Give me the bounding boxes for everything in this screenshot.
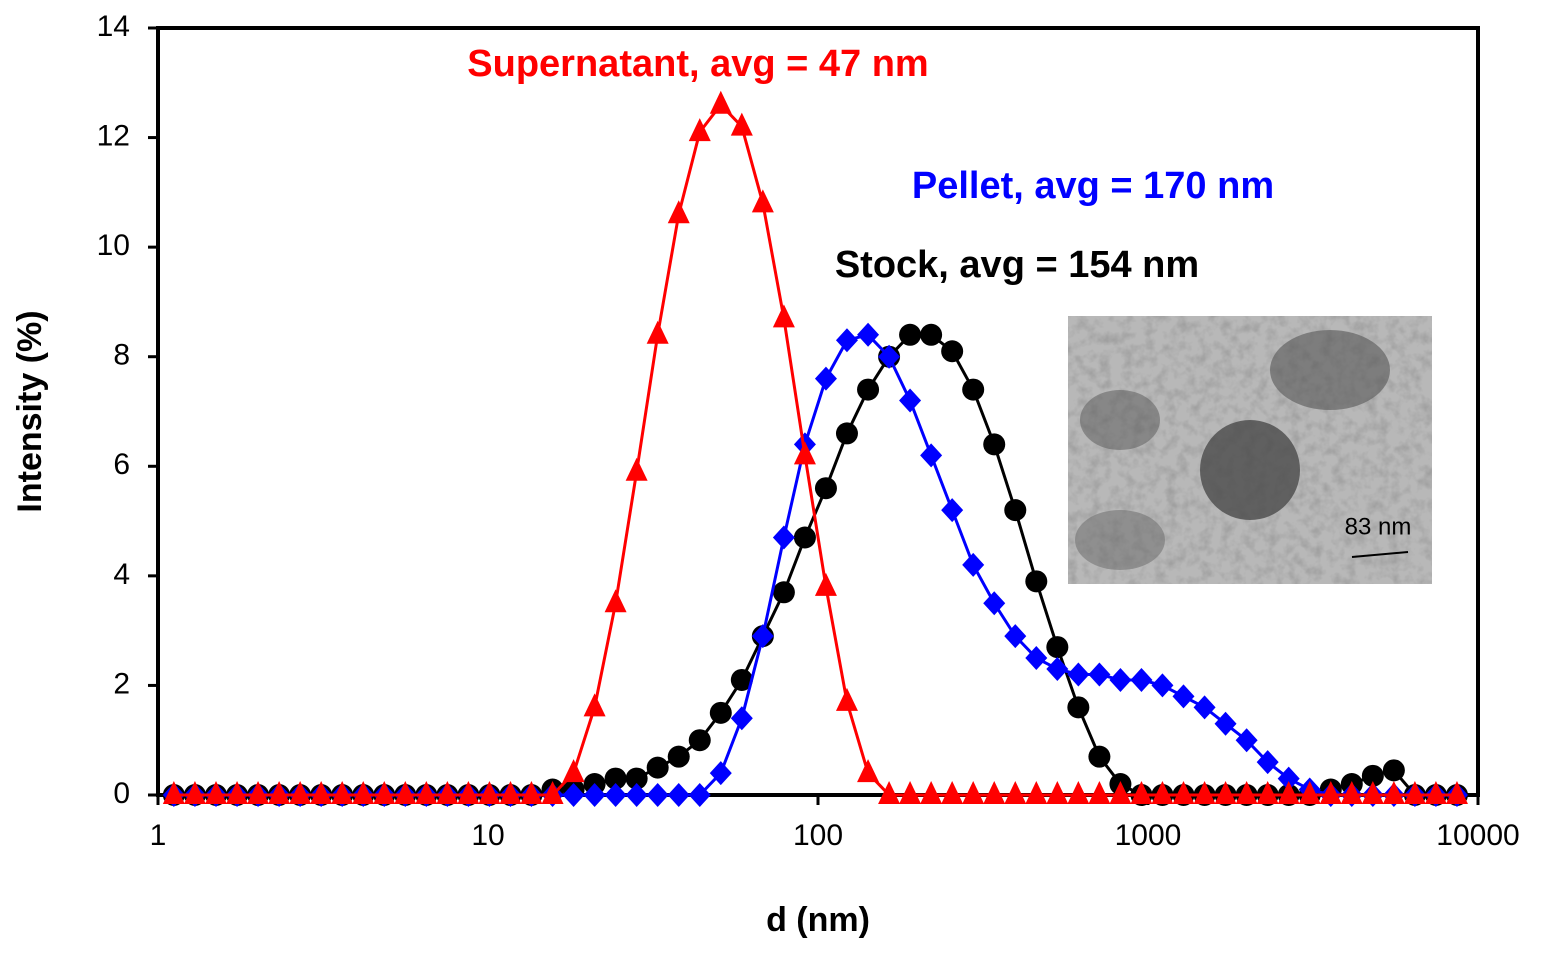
inset-scale-label: 83 nm: [1345, 513, 1412, 540]
marker: [920, 443, 942, 467]
x-tick-label: 10000: [1436, 819, 1519, 852]
marker: [584, 693, 606, 716]
y-axis-title: Intensity (%): [11, 310, 49, 512]
marker: [668, 200, 690, 223]
marker: [962, 553, 984, 577]
marker: [647, 783, 669, 807]
marker: [647, 321, 669, 344]
marker: [794, 527, 816, 549]
marker: [647, 757, 669, 779]
page: {"chart_data": { "type": "line", "x_labe…: [0, 0, 1553, 959]
marker: [668, 746, 690, 768]
y-tick-label: 0: [113, 777, 130, 810]
marker: [857, 379, 879, 401]
marker: [941, 498, 963, 522]
marker: [773, 581, 795, 603]
marker: [815, 573, 837, 596]
marker: [1109, 668, 1131, 692]
y-tick-label: 6: [113, 448, 130, 481]
marker: [1004, 499, 1026, 521]
marker: [1088, 746, 1110, 768]
annotation: Supernatant, avg = 47 nm: [467, 43, 928, 85]
annotation: Pellet, avg = 170 nm: [912, 165, 1274, 207]
marker: [1194, 695, 1216, 719]
marker: [1151, 673, 1173, 697]
marker: [899, 389, 921, 413]
marker: [668, 783, 690, 807]
marker: [1067, 696, 1089, 718]
y-tick-label: 10: [97, 229, 130, 262]
marker: [836, 422, 858, 444]
marker: [1088, 662, 1110, 686]
marker: [752, 624, 774, 648]
marker: [563, 759, 585, 782]
x-tick-label: 1: [150, 819, 167, 852]
chart: 0 2 4 6 8 10 12 14 1 10 100 1000 10000 d (nm) Intensit…: [0, 0, 1553, 959]
marker: [920, 781, 942, 804]
marker: [626, 458, 648, 481]
marker: [1067, 781, 1089, 804]
marker: [689, 729, 711, 751]
marker: [941, 340, 963, 362]
marker: [941, 781, 963, 804]
inset-particle: [1080, 390, 1160, 450]
marker: [962, 781, 984, 804]
marker: [605, 589, 627, 612]
marker: [962, 379, 984, 401]
marker: [815, 477, 837, 499]
inset-particle: [1075, 510, 1165, 570]
x-tick-label: 100: [793, 819, 843, 852]
marker: [731, 706, 753, 730]
marker: [752, 189, 774, 212]
y-tick-label: 12: [97, 119, 130, 152]
marker: [836, 328, 858, 352]
marker: [815, 367, 837, 391]
marker: [983, 781, 1005, 804]
marker: [920, 324, 942, 346]
marker: [1004, 781, 1026, 804]
marker: [983, 433, 1005, 455]
marker: [773, 304, 795, 327]
marker: [857, 759, 879, 782]
marker: [773, 526, 795, 550]
marker: [878, 781, 900, 804]
y-tick-label: 8: [113, 339, 130, 372]
y-tick-label: 2: [113, 667, 130, 700]
y-tick-label: 14: [97, 10, 130, 43]
marker: [1025, 570, 1047, 592]
marker: [899, 781, 921, 804]
marker: [605, 783, 627, 807]
marker: [731, 113, 753, 136]
marker: [983, 591, 1005, 615]
x-axis-title: d (nm): [766, 901, 870, 939]
inset-image: 83 nm: [1068, 316, 1432, 584]
marker: [1215, 712, 1237, 736]
marker: [1025, 781, 1047, 804]
marker: [1172, 684, 1194, 708]
x-tick-label: 10: [471, 819, 504, 852]
marker: [1130, 668, 1152, 692]
marker: [1046, 781, 1068, 804]
inset-particle: [1270, 330, 1390, 410]
marker: [626, 783, 648, 807]
marker: [710, 702, 732, 724]
marker: [1046, 636, 1068, 658]
marker: [1383, 759, 1405, 781]
marker: [836, 688, 858, 711]
annotation: Stock, avg = 154 nm: [835, 244, 1199, 286]
marker: [1088, 781, 1110, 804]
x-tick-label: 1000: [1115, 819, 1182, 852]
marker: [710, 91, 732, 114]
marker: [1046, 657, 1068, 681]
y-tick-label: 4: [113, 558, 130, 591]
marker: [899, 324, 921, 346]
inset-particle: [1200, 420, 1300, 520]
